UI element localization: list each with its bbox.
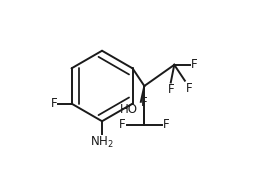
- Text: F: F: [51, 97, 58, 110]
- Text: F: F: [141, 96, 148, 109]
- Text: NH$_2$: NH$_2$: [90, 134, 114, 149]
- Text: F: F: [119, 118, 126, 131]
- Text: F: F: [163, 118, 169, 131]
- Text: F: F: [167, 83, 174, 96]
- Text: F: F: [191, 58, 198, 71]
- Text: F: F: [186, 82, 192, 95]
- Text: HO: HO: [120, 103, 138, 116]
